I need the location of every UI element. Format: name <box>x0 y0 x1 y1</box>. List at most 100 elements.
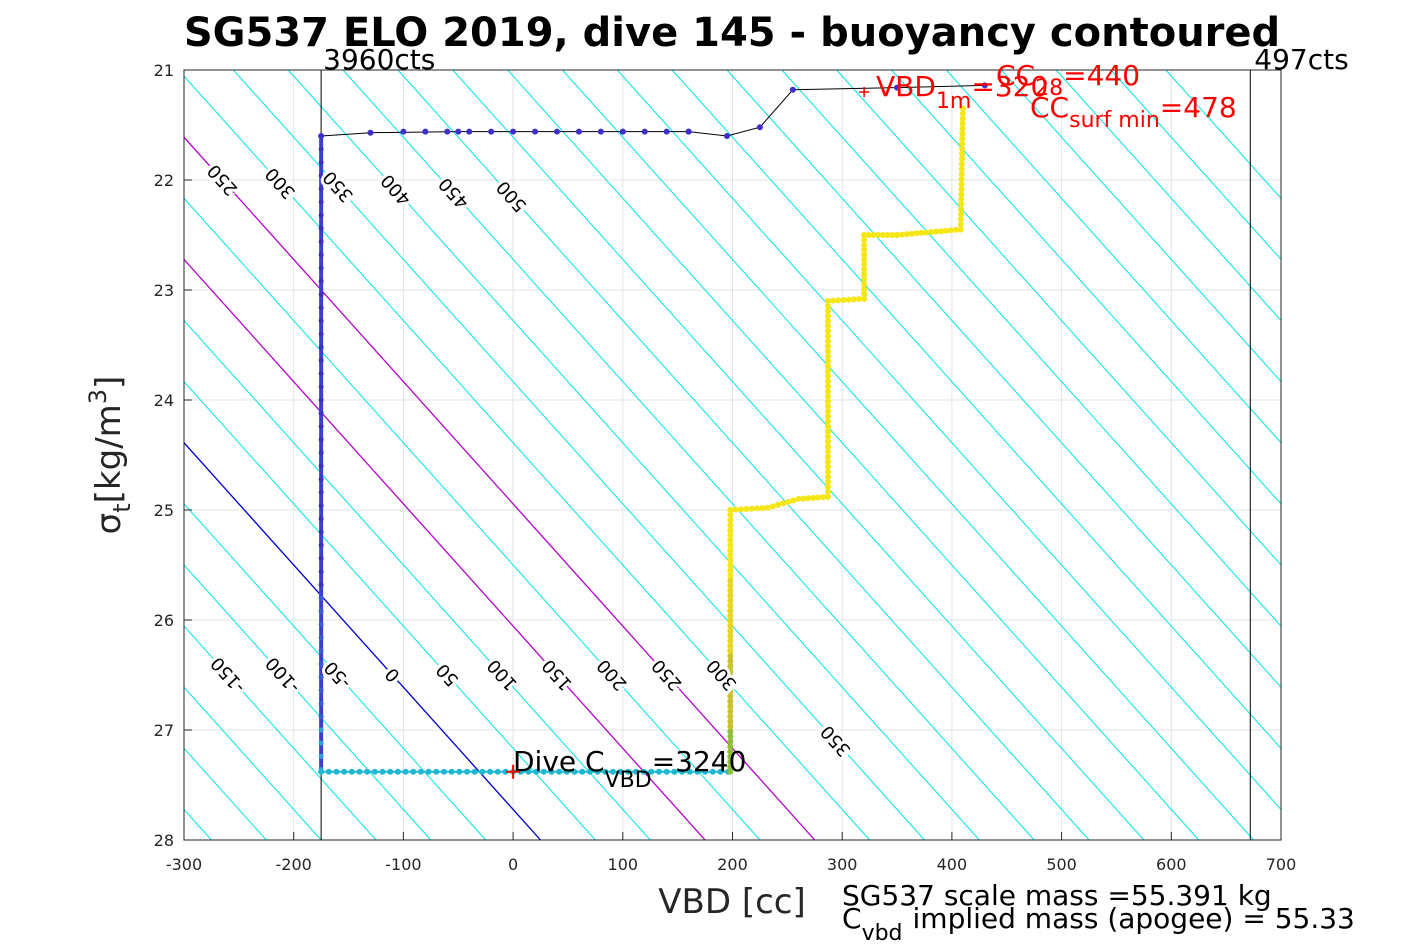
descent-point <box>318 437 324 443</box>
descent-point <box>318 714 324 720</box>
bottom-point <box>410 768 417 775</box>
ascent-point <box>861 256 868 263</box>
ascent-point <box>898 231 905 238</box>
buoyancy-contour-line <box>397 70 1090 840</box>
ascent-point <box>959 145 966 152</box>
ascent-point <box>959 130 966 137</box>
descent-point <box>455 128 462 135</box>
buoyancy-contour-line <box>891 70 1281 505</box>
descent-point <box>318 621 324 627</box>
bottom-point <box>640 768 647 775</box>
bottom-point <box>540 768 547 775</box>
bottom-point <box>694 768 701 775</box>
x-tick-label: 400 <box>937 855 968 874</box>
descent-point <box>318 397 324 403</box>
ascent-point <box>824 403 831 410</box>
dive-c-marker <box>506 764 521 779</box>
bottom-point <box>487 768 494 775</box>
buoyancy-contour-line <box>616 70 1281 811</box>
bottom-point <box>663 768 670 775</box>
svg-text:σt[kg/m3]: σt[kg/m3] <box>84 376 136 535</box>
ascent-point <box>861 281 868 288</box>
buoyancy-contour-line <box>0 70 47 840</box>
buoyancy-contour-line <box>184 258 706 840</box>
buoyancy-contour-line <box>0 70 157 840</box>
ascent-point <box>727 673 734 680</box>
ascent-point <box>727 738 734 745</box>
ascent-point <box>727 723 734 730</box>
bottom-point <box>440 768 447 775</box>
ascent-point <box>824 353 831 360</box>
bottom-point <box>371 768 378 775</box>
bottom-point <box>525 768 532 775</box>
ascent-point <box>727 743 734 750</box>
x-tick-label: -300 <box>166 855 202 874</box>
descent-point <box>532 128 539 135</box>
bottom-point <box>348 768 355 775</box>
ascent-point <box>727 617 734 624</box>
markers <box>506 87 870 779</box>
ascent-point <box>785 498 792 505</box>
y-label-end: ] <box>89 376 129 389</box>
ascent-point <box>824 323 831 330</box>
ascent-point <box>957 216 964 223</box>
ascent-point <box>774 501 781 508</box>
ascent-point <box>824 348 831 355</box>
buoyancy-contour-line <box>1055 70 1281 322</box>
bottom-point <box>648 768 655 775</box>
vbd1m-value: =320 <box>971 70 1048 103</box>
ascent-point <box>959 120 966 127</box>
ascent-point <box>879 232 886 238</box>
buoyancy-contour-line <box>342 70 1035 840</box>
ascent-point <box>958 176 965 183</box>
bottom-point <box>602 768 609 775</box>
ascent-point <box>727 637 734 644</box>
dive-c-label: Dive C <box>513 745 605 778</box>
ascent-point <box>727 728 734 735</box>
bottom-point <box>456 768 463 775</box>
svg-text:CC28=440: CC28=440 <box>996 59 1140 101</box>
ascent-point <box>824 468 831 475</box>
y-tick-label: 28 <box>154 831 174 850</box>
ascent-point <box>727 713 734 720</box>
ascent-point <box>759 505 766 512</box>
ascent-point <box>861 295 868 302</box>
ascent-point <box>727 748 734 755</box>
descent-point <box>318 463 324 469</box>
bottom-point <box>594 768 601 775</box>
x-tick-label: 0 <box>508 855 518 874</box>
buoyancy-contour-line <box>781 70 1281 627</box>
cc28-sub: 28 <box>1035 76 1063 101</box>
ascent-point <box>795 496 802 502</box>
ascent-point <box>727 632 734 639</box>
ascent-point <box>824 413 831 420</box>
ascent-point <box>908 230 915 237</box>
bottom-point <box>417 768 424 775</box>
ascent-point <box>727 532 734 539</box>
ascent-point <box>824 488 831 495</box>
descent-point <box>318 740 324 746</box>
ascent-point <box>861 246 868 253</box>
bottom-point <box>379 768 386 775</box>
buoyancy-contour-line <box>232 70 925 840</box>
y-label-units: [kg/m <box>89 404 129 503</box>
ascent-point <box>727 703 734 710</box>
ascent-point <box>727 768 734 775</box>
ascent-point <box>824 333 831 340</box>
ascent-point <box>942 227 949 234</box>
ascent-point <box>824 473 831 480</box>
ascent-point <box>727 708 734 715</box>
descent-point <box>318 450 324 456</box>
bottom-point <box>609 768 616 775</box>
svg-text:Dive CVBD=3240: Dive CVBD=3240 <box>513 745 746 793</box>
ascent-point <box>824 338 831 345</box>
buoyancy-contour-line <box>726 70 1281 688</box>
x-tick-label: -200 <box>276 855 312 874</box>
ascent-point <box>727 612 734 619</box>
ascent-point <box>884 232 891 238</box>
bottom-point <box>548 768 555 775</box>
bottom-point <box>579 768 586 775</box>
ascent-point <box>824 373 831 380</box>
ascent-point <box>727 592 734 599</box>
footer-c: C <box>842 902 862 935</box>
